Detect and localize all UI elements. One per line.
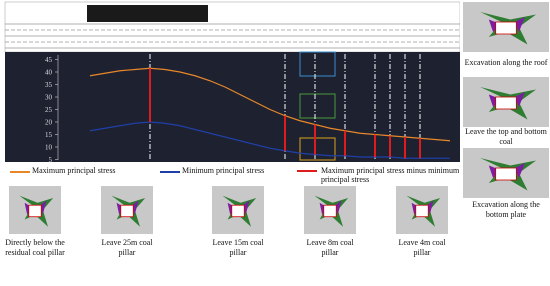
- plastic-zone: [480, 158, 537, 191]
- y-tick-label: 15: [45, 131, 53, 139]
- legend-swatch: [160, 171, 180, 173]
- plastic-zone: [314, 195, 349, 227]
- plastic-zone: [480, 12, 537, 45]
- simulation-image: [304, 186, 356, 234]
- y-tick-label: 20: [45, 119, 53, 127]
- legend-label: Minimum principal stress: [182, 166, 265, 175]
- box: [299, 51, 336, 77]
- caption: Directly below the residual coal pillar: [5, 238, 65, 257]
- legend-swatch: [297, 170, 317, 172]
- legend-item: Maximum principal stress: [10, 166, 160, 175]
- plastic-zone: [19, 195, 54, 227]
- coal-pillar: [87, 5, 208, 22]
- simulation-image: [101, 186, 153, 234]
- simulation-image: [463, 148, 549, 198]
- caption: Leave 15m coal pillar: [212, 238, 264, 257]
- caption: Leave 4m coal pillar: [398, 238, 446, 257]
- caption: Leave 8m coal pillar: [306, 238, 354, 257]
- simulation-image: [463, 2, 549, 52]
- plastic-zone: [406, 195, 441, 227]
- y-tick-label: 10: [45, 144, 53, 152]
- simulation-image: [9, 186, 61, 234]
- simulation-image: [212, 186, 264, 234]
- plot-area: [5, 52, 460, 162]
- legend-swatch: [10, 171, 30, 173]
- y-tick-label: 30: [45, 94, 53, 102]
- roadway-lines: [5, 23, 460, 49]
- caption: Excavation along the bottom plate: [472, 200, 540, 219]
- y-tick-label: 35: [45, 81, 53, 89]
- plastic-zone: [222, 195, 257, 227]
- y-tick-label: 25: [45, 106, 53, 114]
- chart: 5 10 15 20 25 30 35 40 45: [4, 1, 460, 164]
- simulation-image: [463, 77, 549, 127]
- y-tick-label: 5: [49, 156, 53, 164]
- plastic-zone: [480, 87, 537, 120]
- box: [299, 93, 336, 119]
- legend-item: Maximum principal stress minus minimum p…: [297, 166, 462, 184]
- caption: Excavation along the roof: [464, 58, 548, 67]
- y-tick-label: 40: [45, 69, 53, 77]
- legend-label: Maximum principal stress minus minimum p…: [321, 166, 460, 184]
- roadway: [4, 1, 460, 53]
- legend-label: Maximum principal stress: [32, 166, 116, 175]
- caption: Leave 25m coal pillar: [101, 238, 153, 257]
- plastic-zone: [111, 195, 146, 227]
- legend-item: Minimum principal stress: [160, 166, 290, 175]
- box: [299, 137, 336, 161]
- simulation-image: [396, 186, 448, 234]
- caption: Leave the top and bottom coal: [465, 127, 547, 146]
- y-tick-label: 45: [45, 56, 53, 64]
